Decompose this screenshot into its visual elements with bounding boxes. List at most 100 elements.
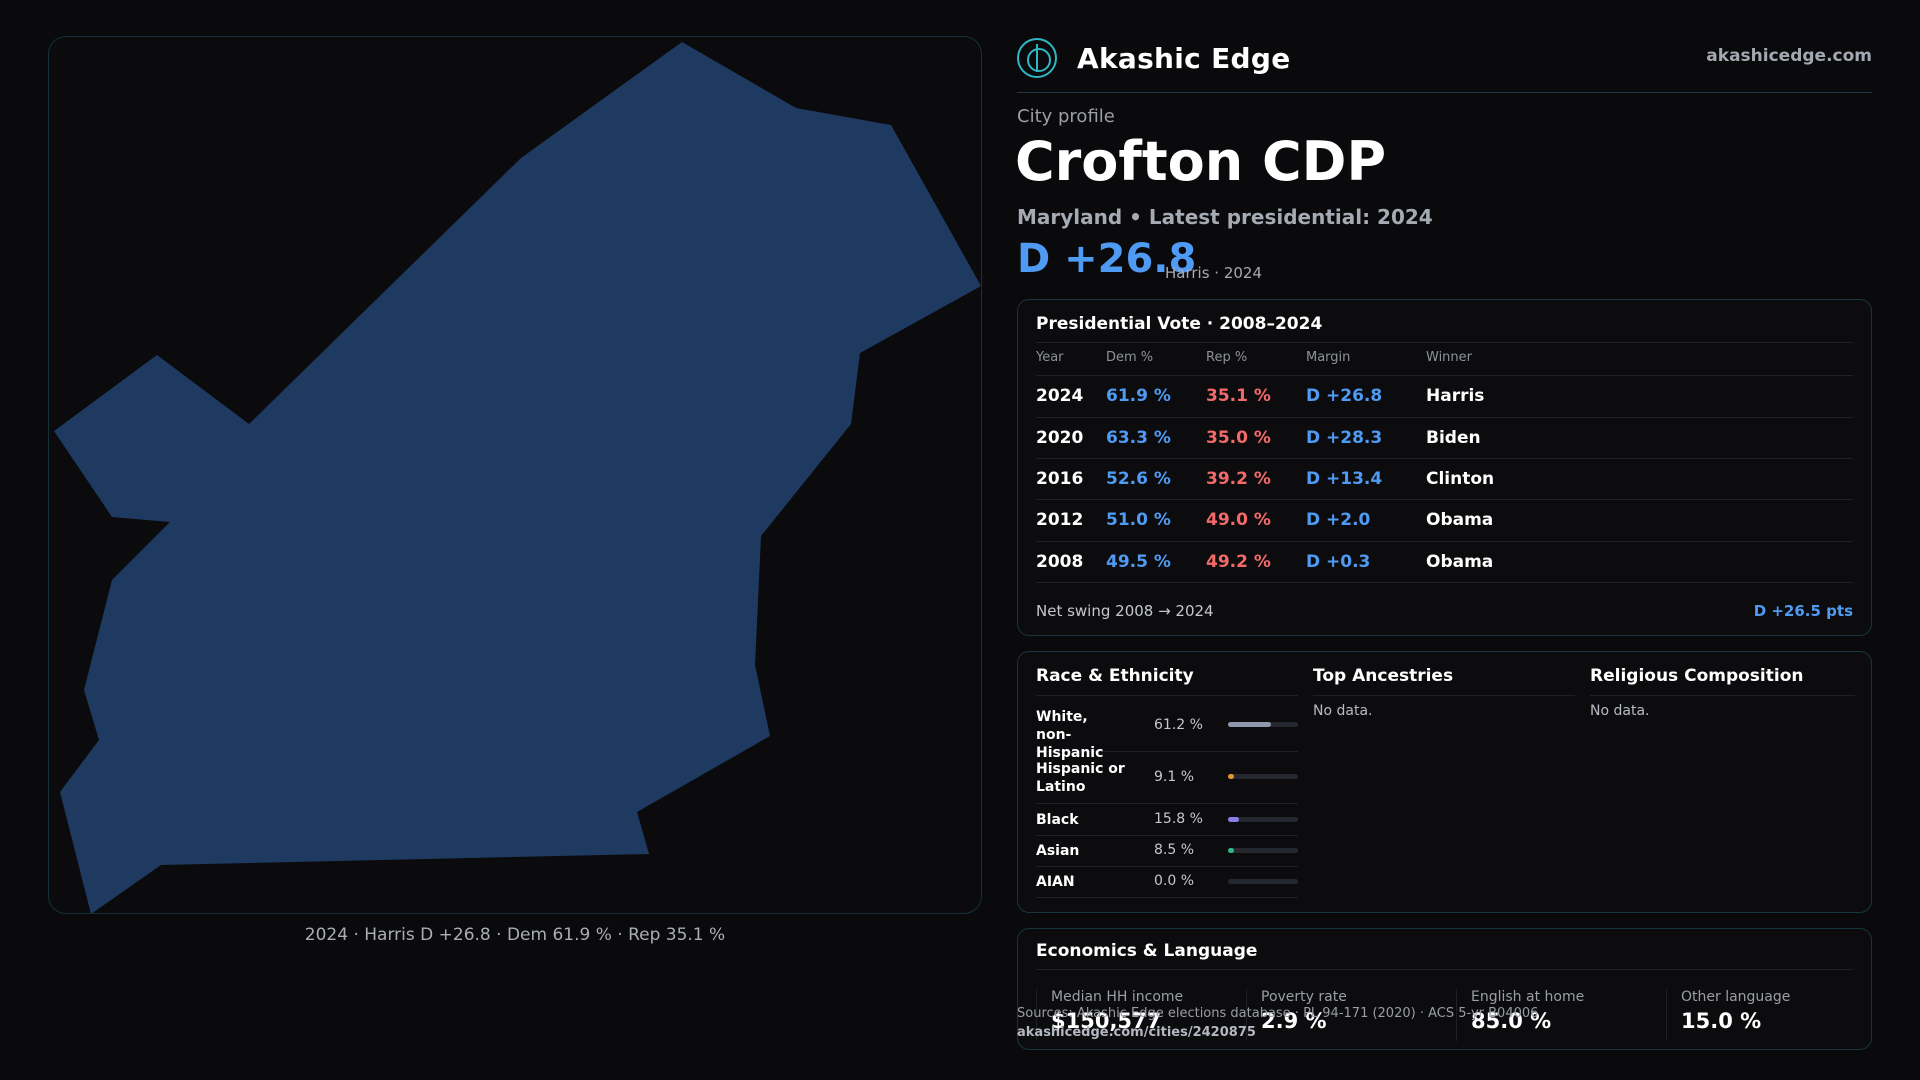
stat-label: Median HH income bbox=[1051, 989, 1184, 1005]
akashic-logo-icon bbox=[1017, 38, 1057, 78]
row-year: 2012 bbox=[1036, 510, 1084, 530]
row-margin: D +0.3 bbox=[1306, 552, 1371, 572]
race-row: Asian 8.5 % bbox=[1036, 836, 1298, 867]
stat-label: Other language bbox=[1681, 989, 1791, 1005]
row-rep: 39.2 % bbox=[1206, 469, 1271, 489]
race-bar-fill bbox=[1228, 722, 1271, 727]
brand[interactable]: Akashic Edge bbox=[1017, 38, 1291, 78]
divider bbox=[1036, 342, 1853, 343]
row-margin: D +28.3 bbox=[1306, 428, 1383, 448]
top-ancestries-title: Top Ancestries bbox=[1313, 666, 1454, 686]
presidential-vote-title: Presidential Vote · 2008–2024 bbox=[1036, 314, 1323, 334]
row-year: 2020 bbox=[1036, 428, 1084, 448]
divider bbox=[1036, 695, 1298, 696]
row-winner: Harris bbox=[1426, 386, 1485, 406]
stat-value: 85.0 % bbox=[1471, 1009, 1552, 1033]
table-row: 2008 49.5 % 49.2 % D +0.3 Obama bbox=[1036, 541, 1853, 583]
race-row: White, non-Hispanic 61.2 % bbox=[1036, 704, 1298, 761]
city-map[interactable] bbox=[48, 36, 982, 914]
race-bar-track bbox=[1228, 879, 1298, 884]
row-year: 2024 bbox=[1036, 386, 1084, 406]
row-rep: 49.2 % bbox=[1206, 552, 1271, 572]
stat-value: $150,577 bbox=[1051, 1009, 1162, 1033]
row-year: 2016 bbox=[1036, 469, 1084, 489]
page-title: Crofton CDP bbox=[1015, 130, 1387, 193]
row-margin: D +26.8 bbox=[1306, 386, 1383, 406]
race-pct: 61.2 % bbox=[1154, 717, 1203, 733]
table-row: 2020 63.3 % 35.0 % D +28.3 Biden bbox=[1036, 417, 1853, 459]
economics-title: Economics & Language bbox=[1036, 941, 1258, 961]
net-swing-value: D +26.5 pts bbox=[1753, 602, 1853, 620]
race-row: Hispanic or Latino 9.1 % bbox=[1036, 752, 1298, 804]
row-winner: Obama bbox=[1426, 510, 1494, 530]
city-boundary-shape[interactable] bbox=[54, 42, 981, 914]
row-dem: 63.3 % bbox=[1106, 428, 1171, 448]
demographics-card: Race & Ethnicity White, non-Hispanic 61.… bbox=[1017, 651, 1872, 913]
stat-other-language: Other language 15.0 % bbox=[1666, 989, 1790, 1041]
race-label: Asian bbox=[1036, 843, 1080, 859]
row-rep: 35.1 % bbox=[1206, 386, 1271, 406]
row-margin: D +13.4 bbox=[1306, 469, 1383, 489]
race-label: AIAN bbox=[1036, 874, 1075, 890]
row-year: 2008 bbox=[1036, 552, 1084, 572]
row-margin: D +2.0 bbox=[1306, 510, 1371, 530]
latest-margin-note: Harris · 2024 bbox=[1165, 264, 1263, 282]
net-swing-label: Net swing 2008 → 2024 bbox=[1036, 602, 1214, 620]
race-label: White, non-Hispanic bbox=[1036, 709, 1104, 761]
header: Akashic Edge akashicedge.com bbox=[1017, 36, 1872, 93]
race-bar-track bbox=[1228, 722, 1298, 727]
col-header-rep: Rep % bbox=[1206, 350, 1248, 365]
row-dem: 51.0 % bbox=[1106, 510, 1171, 530]
race-row: Black 15.8 % bbox=[1036, 804, 1298, 836]
race-pct: 8.5 % bbox=[1154, 842, 1195, 858]
race-row: AIAN 0.0 % bbox=[1036, 867, 1298, 898]
table-row: 2024 61.9 % 35.1 % D +26.8 Harris bbox=[1036, 375, 1853, 417]
table-row: 2012 51.0 % 49.0 % D +2.0 Obama bbox=[1036, 499, 1853, 541]
stat-label: Poverty rate bbox=[1261, 989, 1347, 1005]
race-label: Black bbox=[1036, 812, 1079, 828]
row-winner: Obama bbox=[1426, 552, 1494, 572]
row-winner: Biden bbox=[1426, 428, 1481, 448]
race-pct: 9.1 % bbox=[1154, 769, 1195, 785]
page-subtitle: Maryland • Latest presidential: 2024 bbox=[1017, 205, 1433, 229]
row-dem: 52.6 % bbox=[1106, 469, 1171, 489]
divider bbox=[1313, 695, 1575, 696]
stat-value: 2.9 % bbox=[1261, 1009, 1327, 1033]
race-bar-fill bbox=[1228, 774, 1235, 779]
latest-margin: D +26.8 bbox=[1017, 236, 1197, 282]
col-header-winner: Winner bbox=[1426, 350, 1473, 365]
footer-permalink[interactable]: akashicedge.com/cities/2420875 bbox=[1017, 1025, 1256, 1040]
brand-name: Akashic Edge bbox=[1077, 41, 1291, 75]
col-header-margin: Margin bbox=[1306, 350, 1351, 365]
row-dem: 49.5 % bbox=[1106, 552, 1171, 572]
site-link[interactable]: akashicedge.com bbox=[1706, 46, 1872, 66]
stat-value: 15.0 % bbox=[1681, 1009, 1762, 1033]
row-winner: Clinton bbox=[1426, 469, 1495, 489]
race-bar-track bbox=[1228, 817, 1298, 822]
race-bar-fill bbox=[1228, 848, 1234, 853]
stat-english-at-home: English at home 85.0 % bbox=[1456, 989, 1584, 1041]
race-ethnicity-title: Race & Ethnicity bbox=[1036, 666, 1194, 686]
stat-poverty-rate: Poverty rate 2.9 % bbox=[1246, 989, 1347, 1041]
row-rep: 49.0 % bbox=[1206, 510, 1271, 530]
race-pct: 0.0 % bbox=[1154, 873, 1195, 889]
divider bbox=[1036, 969, 1853, 970]
table-row: 2016 52.6 % 39.2 % D +13.4 Clinton bbox=[1036, 458, 1853, 500]
race-bar-track bbox=[1228, 774, 1298, 779]
presidential-vote-card: Presidential Vote · 2008–2024 Year Dem %… bbox=[1017, 299, 1872, 636]
race-label: Hispanic or Latino bbox=[1036, 761, 1125, 795]
stat-label: English at home bbox=[1471, 989, 1585, 1005]
city-boundary-map bbox=[54, 42, 981, 914]
race-pct: 15.8 % bbox=[1154, 811, 1203, 827]
ancestries-empty: No data. bbox=[1313, 703, 1373, 719]
religious-composition-title: Religious Composition bbox=[1590, 666, 1804, 686]
race-bar-fill bbox=[1228, 817, 1240, 822]
economics-card: Economics & Language Median HH income $1… bbox=[1017, 928, 1872, 1050]
religion-empty: No data. bbox=[1590, 703, 1650, 719]
row-rep: 35.0 % bbox=[1206, 428, 1271, 448]
col-header-year: Year bbox=[1036, 350, 1064, 365]
divider bbox=[1590, 695, 1855, 696]
map-caption: 2024 · Harris D +26.8 · Dem 61.9 % · Rep… bbox=[304, 925, 726, 945]
col-header-dem: Dem % bbox=[1106, 350, 1154, 365]
stat-median-income: Median HH income $150,577 bbox=[1036, 989, 1183, 1041]
